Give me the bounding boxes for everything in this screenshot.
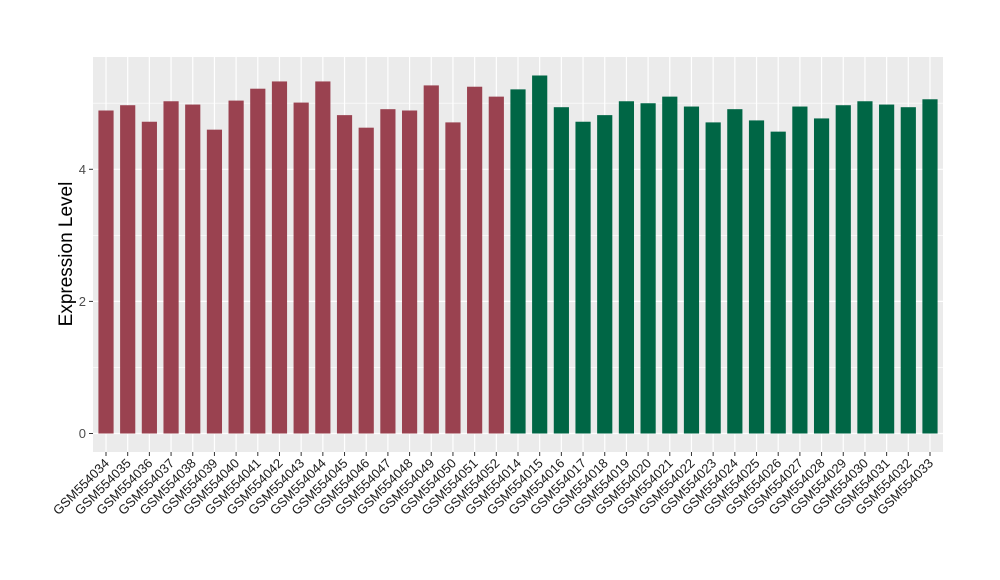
bar-GSM554049 (423, 85, 439, 434)
bar-GSM554017 (575, 121, 591, 434)
bar-GSM554043 (293, 102, 309, 434)
bar-GSM554023 (705, 122, 721, 434)
bar-GSM554039 (206, 129, 223, 434)
bar-GSM554021 (662, 96, 678, 434)
bar-GSM554040 (228, 100, 244, 434)
bar-GSM554050 (445, 122, 461, 434)
bar-GSM554032 (900, 107, 916, 434)
bar-GSM554038 (185, 104, 201, 434)
bar-GSM554028 (813, 118, 830, 434)
bar-GSM554024 (727, 109, 743, 434)
bar-GSM554045 (336, 115, 353, 434)
y-tick-label: 2 (79, 294, 86, 309)
bar-GSM554047 (380, 109, 396, 434)
bar-GSM554033 (922, 99, 938, 434)
bar-GSM554025 (748, 120, 765, 434)
bar-GSM554018 (597, 115, 613, 434)
bar-GSM554044 (315, 81, 331, 434)
y-tick-label: 4 (79, 162, 86, 177)
y-axis-label: Expression Level (56, 182, 77, 327)
bar-GSM554036 (141, 121, 157, 434)
bar-GSM554046 (358, 127, 374, 434)
bar-GSM554022 (683, 106, 700, 434)
y-tick-label: 0 (79, 426, 86, 441)
bar-GSM554048 (401, 110, 418, 434)
bar-GSM554029 (835, 105, 851, 434)
bar-GSM554014 (510, 89, 526, 434)
bar-GSM554052 (488, 96, 504, 434)
bar-GSM554016 (553, 107, 569, 434)
bar-GSM554035 (120, 105, 136, 434)
bar-GSM554034 (98, 110, 114, 434)
bar-GSM554030 (857, 101, 873, 434)
bar-GSM554041 (250, 88, 266, 434)
bar-GSM554027 (792, 106, 808, 434)
bar-GSM554051 (467, 86, 483, 434)
bar-GSM554020 (640, 103, 656, 434)
bar-GSM554042 (271, 81, 288, 434)
bar-GSM554026 (770, 131, 786, 434)
bar-GSM554031 (879, 104, 895, 434)
bar-GSM554015 (532, 75, 548, 434)
bar-GSM554019 (618, 101, 635, 434)
bar-GSM554037 (163, 101, 179, 434)
